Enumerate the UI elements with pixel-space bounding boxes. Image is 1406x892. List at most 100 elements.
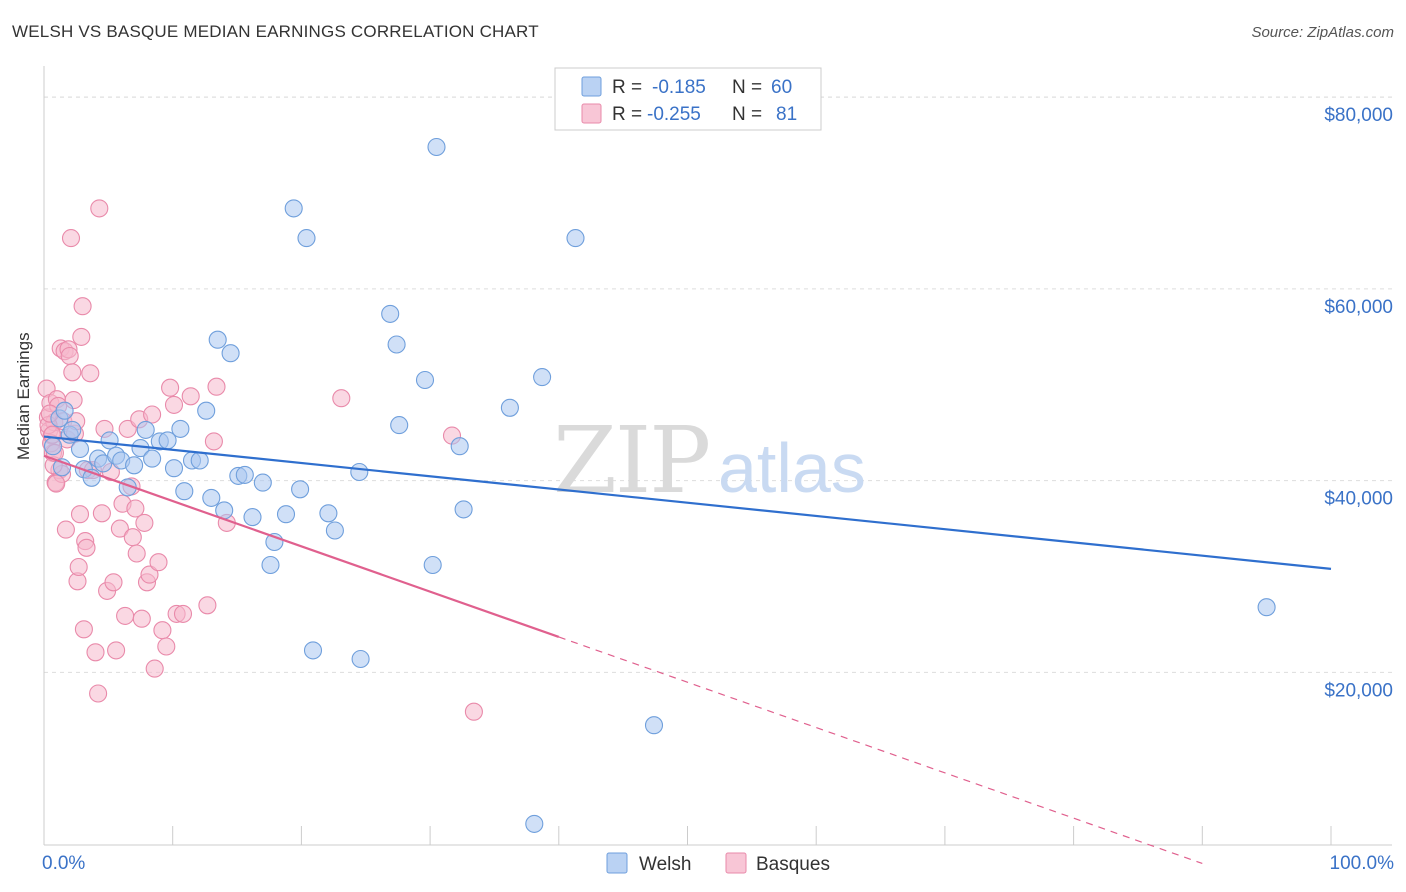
welsh-point — [644, 716, 664, 735]
basque-point — [181, 387, 200, 406]
basque-point — [77, 538, 96, 557]
series-legend-swatch-basques — [725, 852, 747, 874]
y-tick-label: $80,000 — [1324, 105, 1393, 126]
basque-point — [207, 377, 226, 396]
y-tick-label: $20,000 — [1324, 680, 1393, 701]
welsh-point — [284, 199, 303, 218]
welsh-point — [253, 473, 272, 492]
legend-swatch-welsh — [581, 76, 602, 97]
y-tick-label: $60,000 — [1324, 297, 1393, 318]
legend-n-label-welsh: N = — [732, 77, 762, 98]
legend-r-value-welsh: -0.185 — [652, 77, 706, 98]
basque-point — [143, 405, 162, 424]
welsh-point — [276, 505, 296, 524]
series-legend: Welsh Basques — [606, 852, 830, 875]
series-legend-label-basques: Basques — [756, 854, 830, 875]
welsh-point — [500, 398, 519, 417]
welsh-point — [423, 555, 442, 575]
axes — [43, 66, 1392, 846]
legend-swatch-basques — [581, 103, 602, 124]
legend-r-label-basques: R = — [612, 104, 642, 125]
series-legend-swatch-welsh — [606, 852, 628, 874]
welsh-point — [190, 451, 209, 470]
welsh-points — [43, 137, 1276, 833]
legend-r-label-welsh: R = — [612, 77, 642, 98]
welsh-point — [43, 437, 63, 456]
basque-trend-extension — [558, 636, 1203, 865]
welsh-point — [221, 344, 240, 363]
basque-point — [332, 389, 351, 408]
basque-point — [72, 327, 91, 346]
welsh-point — [235, 465, 254, 484]
basque-point — [140, 565, 159, 584]
basque-point — [123, 528, 142, 547]
welsh-point — [55, 401, 74, 420]
chart-title: WELSH VS BASQUE MEDIAN EARNINGS CORRELAT… — [12, 22, 539, 41]
basque-point — [157, 637, 176, 656]
welsh-point — [100, 431, 119, 450]
basque-point — [70, 505, 90, 524]
welsh-point — [197, 401, 216, 420]
watermark-atlas: atlas — [718, 429, 866, 507]
welsh-point — [415, 370, 435, 390]
welsh-point — [390, 416, 409, 435]
y-tick-labels: $20,000 $40,000 $60,000 $80,000 — [1324, 105, 1393, 701]
welsh-point — [261, 555, 280, 575]
welsh-point — [202, 488, 221, 507]
source-label: Source: ZipAtlas.com — [1251, 24, 1394, 41]
welsh-point — [303, 641, 323, 660]
x-tick-labels: 0.0% 100.0% — [42, 853, 1394, 874]
welsh-point — [125, 456, 144, 475]
basque-point — [104, 573, 123, 592]
welsh-point — [319, 504, 338, 523]
welsh-point — [164, 459, 184, 478]
basque-point — [204, 432, 223, 451]
basque-point — [164, 395, 184, 414]
y-tick-label: $40,000 — [1324, 489, 1393, 510]
basque-point — [73, 297, 92, 316]
welsh-point — [208, 330, 227, 349]
welsh-point — [63, 420, 82, 439]
basque-point — [69, 557, 88, 577]
basque-point — [74, 620, 93, 639]
basque-point — [92, 504, 111, 523]
basque-point — [47, 474, 66, 493]
basque-point — [60, 346, 79, 366]
basque-point — [90, 199, 109, 218]
welsh-point — [291, 480, 310, 499]
grid-lines — [44, 96, 1392, 673]
basque-point — [89, 684, 108, 703]
x-tick-label: 100.0% — [1330, 853, 1395, 874]
welsh-point — [387, 335, 406, 354]
legend-n-value-welsh: 60 — [771, 77, 792, 98]
welsh-point — [297, 229, 316, 248]
welsh-point — [136, 420, 155, 439]
welsh-point — [427, 137, 446, 157]
basque-point — [110, 519, 129, 538]
welsh-point — [243, 508, 262, 527]
welsh-point — [525, 814, 544, 833]
welsh-point — [171, 419, 190, 438]
welsh-point — [325, 521, 344, 540]
basque-point — [63, 363, 82, 382]
welsh-point — [175, 482, 194, 501]
correlation-legend: R = -0.185 N = 60 R = -0.255 N = 81 — [554, 67, 822, 131]
series-legend-label-welsh: Welsh — [639, 854, 691, 875]
welsh-trend-line — [43, 435, 1332, 570]
welsh-point — [143, 449, 162, 468]
basque-point — [161, 378, 180, 397]
basque-point — [81, 364, 100, 383]
basque-point — [56, 520, 75, 539]
basque-point — [173, 604, 193, 623]
basque-point — [145, 659, 164, 678]
watermark: ZIP atlas — [553, 407, 866, 514]
welsh-point — [351, 649, 370, 669]
trend-lines — [43, 435, 1332, 865]
legend-r-value-basques: -0.255 — [647, 104, 701, 125]
legend-n-label-basques: N = — [732, 104, 762, 125]
basque-point — [116, 606, 135, 625]
basque-point — [132, 609, 151, 628]
welsh-point — [350, 462, 369, 482]
basque-trend-line — [43, 454, 560, 638]
